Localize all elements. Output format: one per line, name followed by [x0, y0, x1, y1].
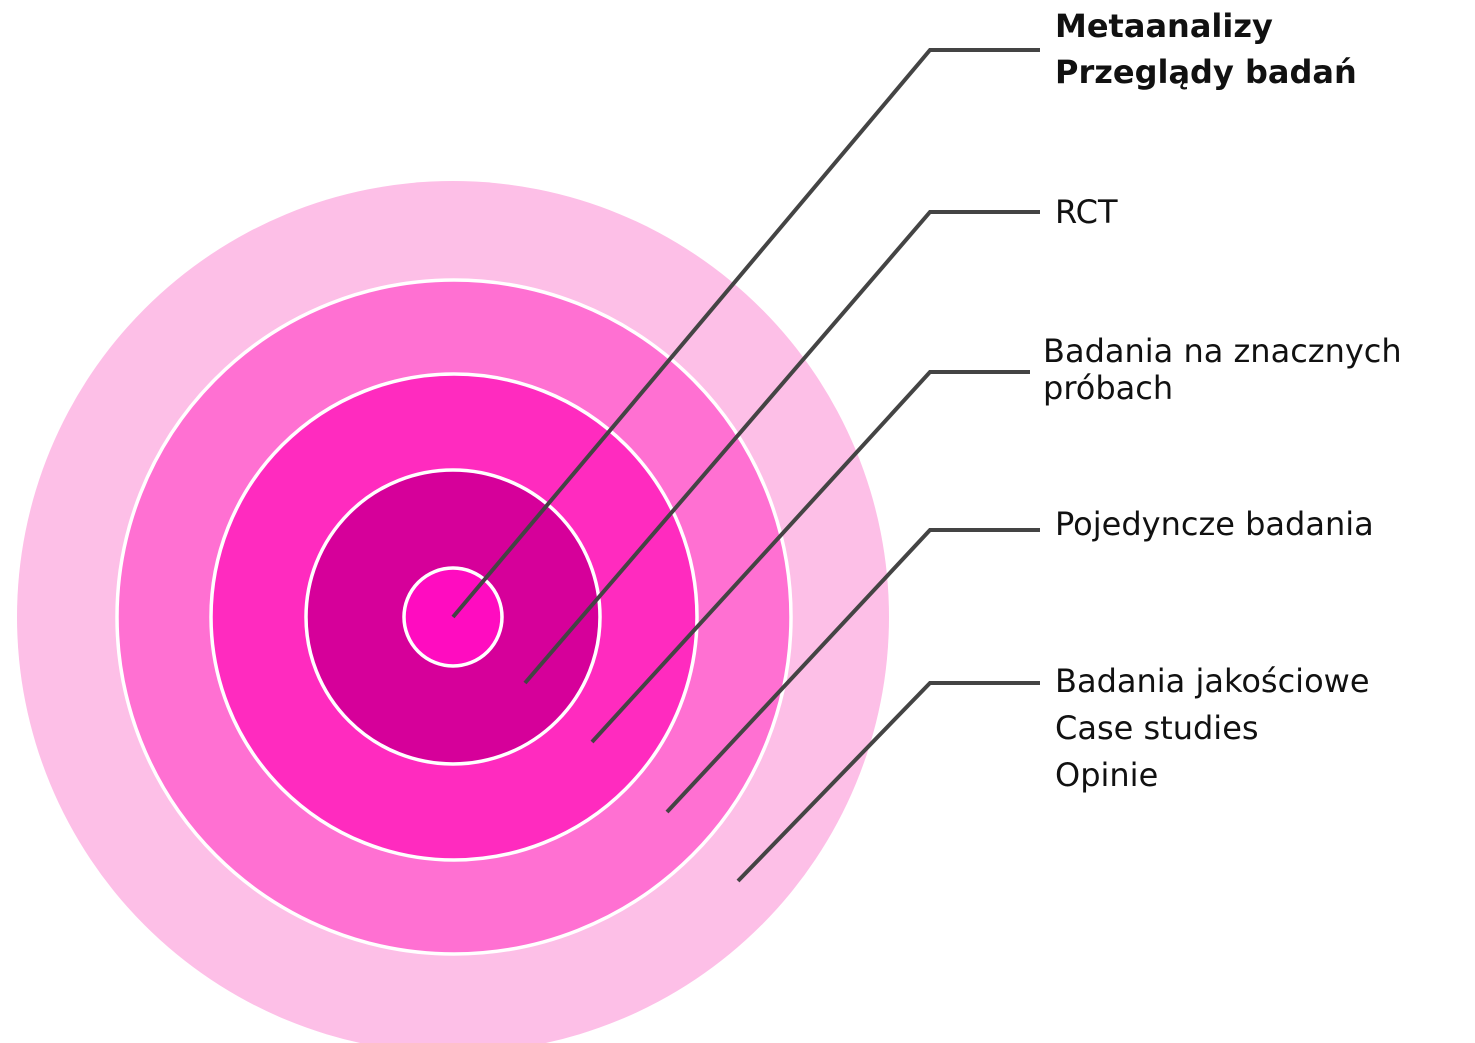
- label: RCT: [1055, 193, 1118, 231]
- label: próbach: [1043, 369, 1173, 407]
- leader-line: [665, 528, 1040, 814]
- label: Metaanalizy: [1055, 7, 1273, 45]
- label: Przeglądy badań: [1055, 53, 1357, 91]
- label: Badania jakościowe: [1055, 662, 1370, 700]
- leader-line: [451, 48, 1040, 619]
- label: Case studies: [1055, 709, 1259, 747]
- leader-line: [736, 681, 1040, 883]
- leader-line: [590, 370, 1030, 744]
- label: Opinie: [1055, 756, 1158, 794]
- label: Badania na znacznych: [1043, 332, 1402, 370]
- label: Pojedyncze badania: [1055, 505, 1374, 543]
- leader-line: [523, 210, 1040, 685]
